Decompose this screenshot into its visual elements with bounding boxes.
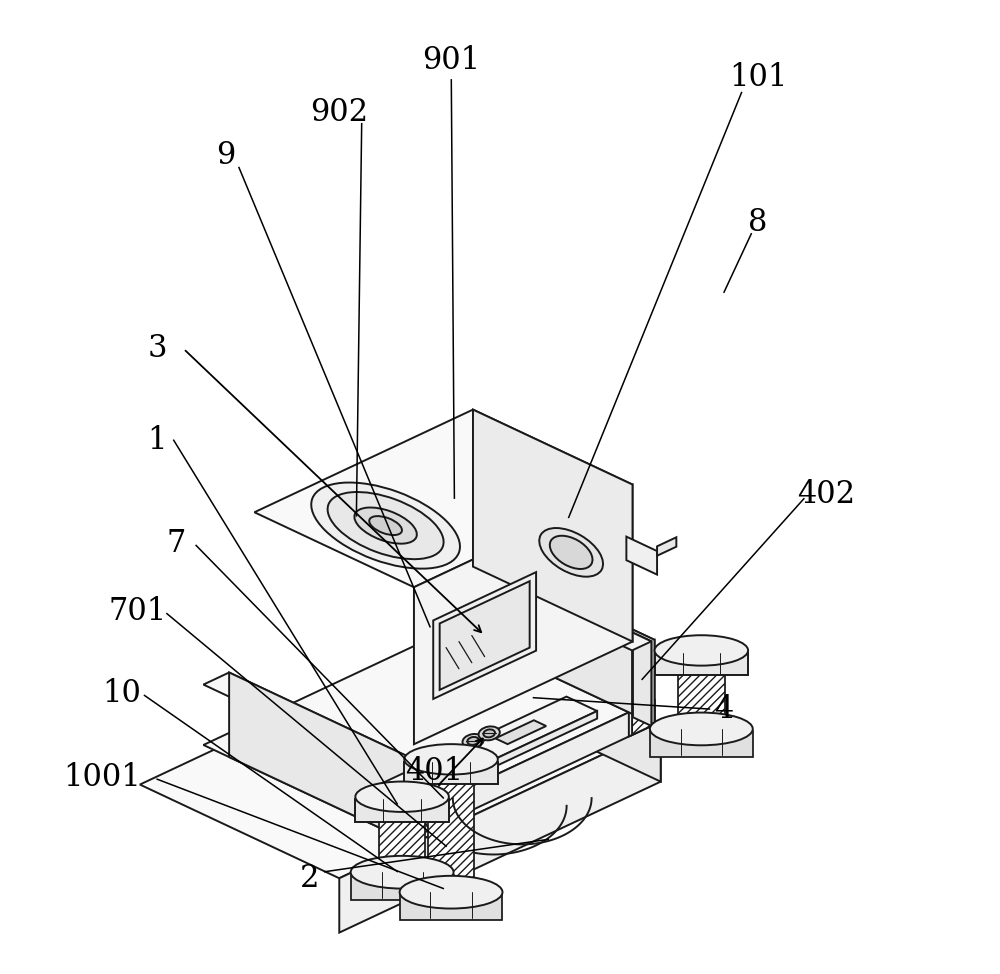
Polygon shape [451, 556, 655, 652]
Ellipse shape [539, 528, 603, 577]
Polygon shape [626, 537, 657, 575]
Polygon shape [632, 641, 651, 735]
Text: 3: 3 [147, 333, 167, 364]
Text: 401: 401 [405, 756, 463, 787]
Polygon shape [381, 756, 407, 852]
Text: 8: 8 [748, 206, 768, 238]
Polygon shape [428, 767, 474, 885]
Polygon shape [477, 556, 655, 725]
Text: 901: 901 [422, 45, 480, 76]
Polygon shape [657, 538, 676, 556]
Text: 1001: 1001 [64, 762, 141, 793]
Polygon shape [140, 634, 661, 879]
Ellipse shape [655, 635, 748, 665]
Polygon shape [355, 799, 449, 821]
Polygon shape [461, 634, 661, 781]
Polygon shape [473, 410, 633, 642]
Polygon shape [400, 894, 502, 920]
Polygon shape [477, 617, 655, 725]
Text: 101: 101 [729, 62, 787, 94]
Polygon shape [351, 875, 454, 900]
Polygon shape [629, 640, 655, 736]
Text: 10: 10 [103, 678, 142, 709]
Polygon shape [495, 720, 546, 744]
Polygon shape [229, 672, 407, 841]
Text: 701: 701 [109, 596, 167, 627]
Polygon shape [433, 572, 536, 699]
Ellipse shape [467, 737, 479, 745]
Text: 402: 402 [797, 479, 855, 510]
Ellipse shape [650, 713, 753, 745]
Polygon shape [678, 657, 725, 722]
Polygon shape [381, 700, 655, 852]
Ellipse shape [404, 744, 498, 774]
Text: 2: 2 [300, 863, 320, 894]
Ellipse shape [355, 781, 449, 812]
Ellipse shape [311, 482, 460, 569]
Text: 9: 9 [216, 140, 235, 171]
Polygon shape [358, 696, 597, 809]
Ellipse shape [400, 876, 502, 909]
Ellipse shape [550, 536, 593, 569]
Polygon shape [633, 633, 651, 726]
Ellipse shape [354, 507, 417, 543]
Ellipse shape [351, 856, 454, 888]
Polygon shape [614, 633, 651, 651]
Text: 1: 1 [147, 425, 167, 456]
Text: 7: 7 [167, 528, 186, 559]
Polygon shape [339, 728, 661, 933]
Polygon shape [203, 672, 407, 768]
Polygon shape [254, 410, 633, 587]
Text: 4: 4 [714, 693, 734, 725]
Polygon shape [203, 617, 655, 829]
Polygon shape [388, 711, 597, 816]
Ellipse shape [328, 492, 444, 559]
Ellipse shape [479, 727, 500, 740]
Ellipse shape [369, 516, 402, 535]
Ellipse shape [463, 734, 484, 748]
Polygon shape [379, 804, 425, 865]
Polygon shape [655, 653, 748, 675]
Polygon shape [404, 762, 498, 784]
Polygon shape [440, 581, 530, 690]
Polygon shape [650, 731, 753, 757]
Text: 902: 902 [310, 96, 368, 128]
Polygon shape [414, 485, 633, 744]
Ellipse shape [483, 730, 495, 737]
